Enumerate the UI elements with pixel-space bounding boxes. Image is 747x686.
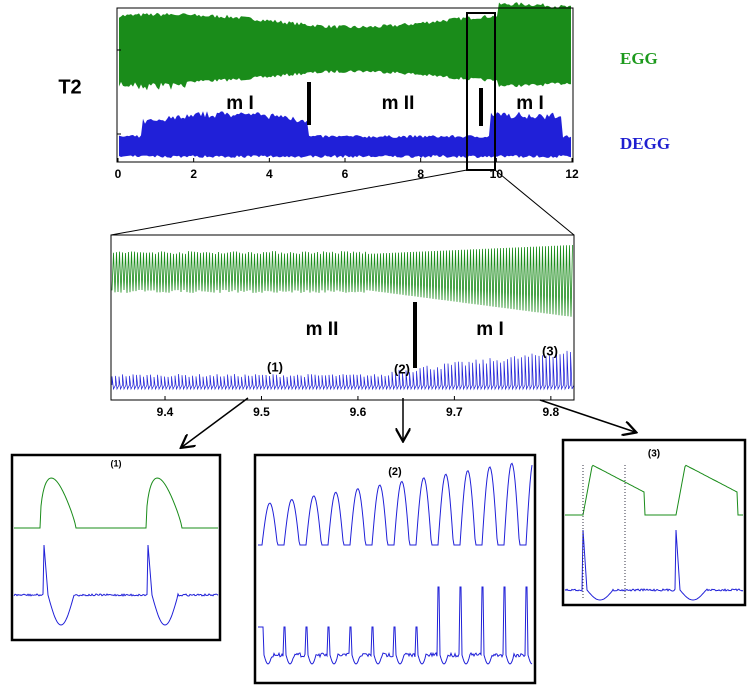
egg-label: EGG — [620, 49, 658, 68]
inset-frame — [10, 453, 222, 642]
x-tick-label: 9.7 — [446, 405, 463, 419]
region-label: m II — [306, 319, 339, 340]
x-tick-label: 9.4 — [157, 405, 174, 419]
zoom-degg — [111, 350, 575, 391]
inset3-degg — [564, 529, 744, 601]
trial-label: T2 — [58, 76, 81, 98]
inset2-egg — [258, 462, 533, 546]
zoom-line — [494, 169, 575, 236]
inset-frame — [561, 438, 747, 607]
degg-label: DEGG — [620, 134, 670, 153]
inset2-degg — [258, 586, 533, 665]
region-label: m I — [516, 93, 543, 114]
inset3-egg — [565, 464, 743, 516]
zoom-line — [110, 169, 468, 236]
inset-label: (2) — [388, 466, 402, 478]
inset-frame — [253, 453, 537, 685]
region-label: m I — [226, 93, 253, 114]
zoom-egg — [111, 244, 573, 317]
inset-label: (1) — [111, 458, 122, 468]
region-label: m II — [382, 93, 415, 114]
x-tick-label: 10 — [490, 167, 504, 181]
inset-label: (3) — [648, 449, 660, 460]
arrow — [539, 399, 635, 432]
inset1-degg — [13, 544, 219, 626]
egg-envelope — [119, 2, 571, 91]
region-label: m I — [476, 319, 503, 340]
x-tick-label: 6 — [342, 167, 349, 181]
inset-waveforms — [13, 462, 744, 665]
x-tick-label: 9.6 — [350, 405, 367, 419]
x-tick-label: 9.5 — [253, 405, 270, 419]
zoom-plot-frame — [110, 234, 575, 401]
marker-label: (2) — [394, 361, 410, 376]
x-tick-label: 0 — [115, 167, 122, 181]
x-tick-label: 4 — [266, 167, 273, 181]
arrow — [182, 397, 249, 447]
inset1-egg — [14, 477, 218, 529]
x-tick-label: 8 — [417, 167, 424, 181]
marker-label: (3) — [542, 343, 558, 358]
x-tick-label: 2 — [190, 167, 197, 181]
waveforms — [111, 2, 575, 391]
x-tick-label: 9.8 — [543, 405, 560, 419]
marker-label: (1) — [267, 359, 283, 374]
zoom-window — [466, 12, 496, 171]
x-tick-label: 12 — [565, 167, 579, 181]
degg-envelope — [119, 111, 571, 158]
